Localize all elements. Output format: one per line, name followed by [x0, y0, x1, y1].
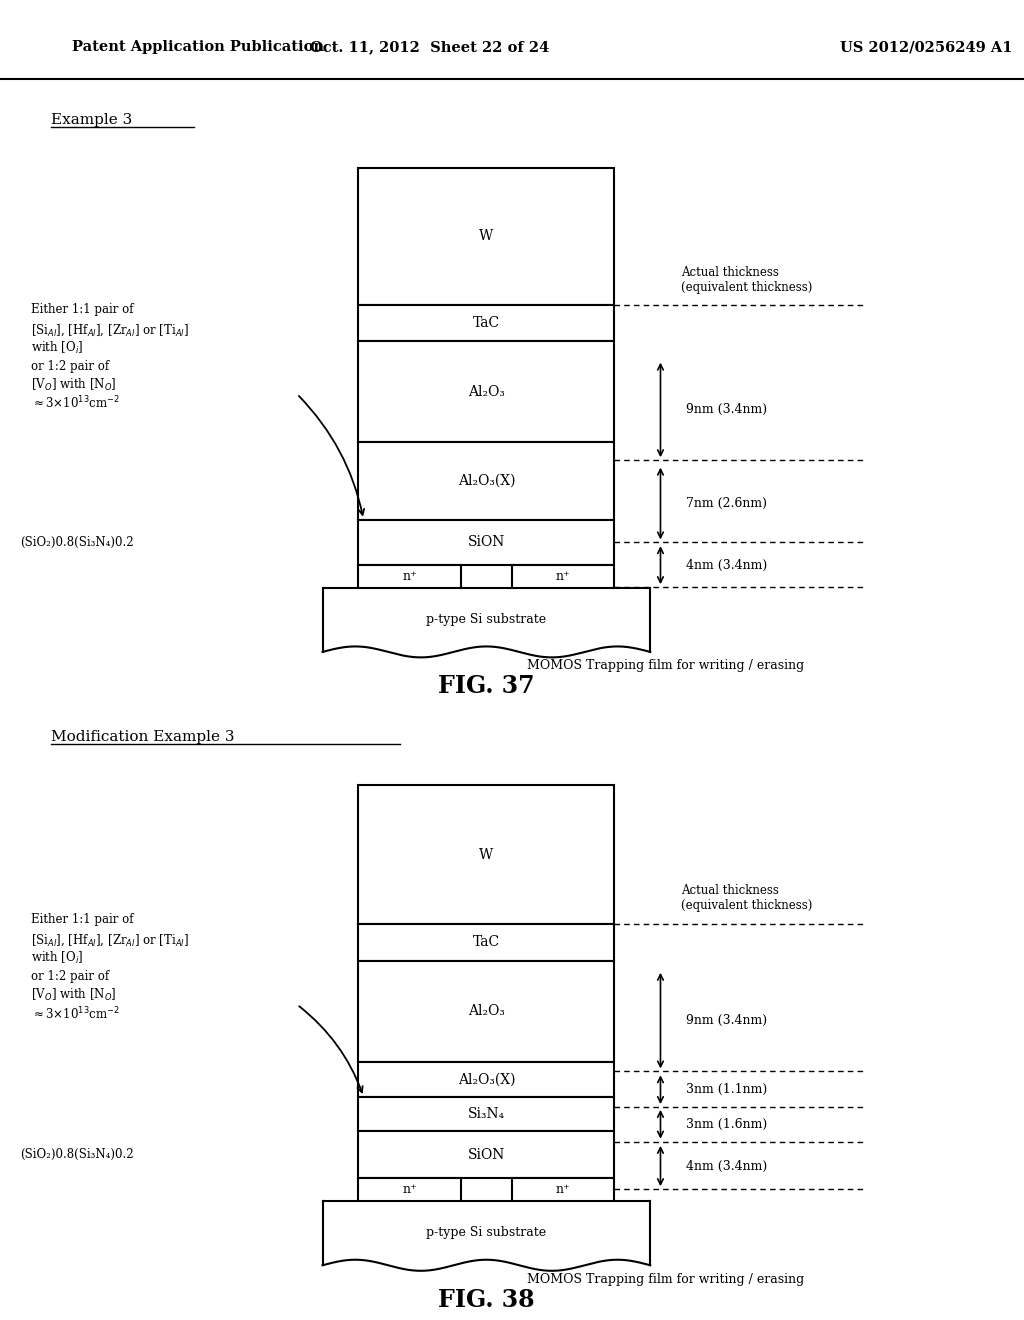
Text: [Si$_{Al}$], [Hf$_{Al}$], [Zr$_{Al}$] or [Ti$_{Al}$]: [Si$_{Al}$], [Hf$_{Al}$], [Zr$_{Al}$] or…: [31, 322, 188, 338]
Text: Either 1:1 pair of: Either 1:1 pair of: [31, 912, 133, 925]
Text: Al₂O₃(X): Al₂O₃(X): [458, 1073, 515, 1086]
Text: Example 3: Example 3: [51, 114, 132, 127]
Bar: [512, 1177, 614, 1201]
Text: 3nm (1.6nm): 3nm (1.6nm): [686, 1118, 767, 1131]
Text: $\approx$3$\times$10$^{13}$cm$^{-2}$: $\approx$3$\times$10$^{13}$cm$^{-2}$: [31, 395, 120, 412]
Text: with [O$_i$]: with [O$_i$]: [31, 341, 83, 356]
Text: Either 1:1 pair of: Either 1:1 pair of: [31, 304, 133, 315]
Text: TaC: TaC: [473, 317, 500, 330]
Text: (SiO₂)0.8(Si₃N₄)0.2: (SiO₂)0.8(Si₃N₄)0.2: [20, 536, 134, 549]
Text: FIG. 38: FIG. 38: [438, 1288, 535, 1312]
Text: Modification Example 3: Modification Example 3: [51, 730, 234, 743]
Text: SiON: SiON: [468, 536, 505, 549]
Text: FIG. 37: FIG. 37: [438, 675, 535, 698]
Text: Actual thickness
(equivalent thickness): Actual thickness (equivalent thickness): [681, 265, 812, 293]
Text: or 1:2 pair of: or 1:2 pair of: [31, 360, 109, 374]
Text: Al₂O₃(X): Al₂O₃(X): [458, 474, 515, 487]
Bar: [358, 961, 614, 1063]
Text: or 1:2 pair of: or 1:2 pair of: [31, 970, 109, 983]
Bar: [358, 1131, 614, 1177]
Text: $\approx$3$\times$10$^{13}$cm$^{-2}$: $\approx$3$\times$10$^{13}$cm$^{-2}$: [31, 1006, 120, 1022]
Text: n⁺: n⁺: [402, 570, 417, 583]
Bar: [358, 520, 614, 565]
Text: 4nm (3.4nm): 4nm (3.4nm): [686, 558, 767, 572]
Text: [Si$_{Al}$], [Hf$_{Al}$], [Zr$_{Al}$] or [Ti$_{Al}$]: [Si$_{Al}$], [Hf$_{Al}$], [Zr$_{Al}$] or…: [31, 932, 188, 948]
Text: Actual thickness
(equivalent thickness): Actual thickness (equivalent thickness): [681, 884, 812, 912]
Text: p-type Si substrate: p-type Si substrate: [426, 1226, 547, 1239]
Text: MOMOS Trapping film for writing / erasing: MOMOS Trapping film for writing / erasin…: [527, 1272, 804, 1286]
Text: n⁺: n⁺: [402, 1183, 417, 1196]
Text: Patent Application Publication: Patent Application Publication: [72, 40, 324, 54]
Bar: [358, 785, 614, 924]
Text: 3nm (1.1nm): 3nm (1.1nm): [686, 1084, 767, 1096]
Text: n⁺: n⁺: [556, 570, 570, 583]
Text: with [O$_i$]: with [O$_i$]: [31, 950, 83, 966]
Bar: [358, 1177, 461, 1201]
Text: [V$_O$] with [N$_O$]: [V$_O$] with [N$_O$]: [31, 987, 117, 1003]
Text: W: W: [479, 230, 494, 243]
Bar: [358, 565, 461, 587]
Bar: [358, 1063, 614, 1097]
Text: Oct. 11, 2012  Sheet 22 of 24: Oct. 11, 2012 Sheet 22 of 24: [310, 40, 550, 54]
Text: TaC: TaC: [473, 935, 500, 949]
Text: Si₃N₄: Si₃N₄: [468, 1107, 505, 1121]
Bar: [358, 168, 614, 305]
Text: [V$_O$] with [N$_O$]: [V$_O$] with [N$_O$]: [31, 376, 117, 393]
Text: MOMOS Trapping film for writing / erasing: MOMOS Trapping film for writing / erasin…: [527, 659, 804, 672]
Bar: [358, 1097, 614, 1131]
Bar: [358, 924, 614, 961]
Text: W: W: [479, 847, 494, 862]
Text: Al₂O₃: Al₂O₃: [468, 384, 505, 399]
Bar: [512, 565, 614, 587]
Text: 9nm (3.4nm): 9nm (3.4nm): [686, 404, 767, 416]
Bar: [358, 442, 614, 520]
Text: p-type Si substrate: p-type Si substrate: [426, 614, 547, 627]
Text: 7nm (2.6nm): 7nm (2.6nm): [686, 498, 767, 510]
Bar: [358, 305, 614, 342]
Text: SiON: SiON: [468, 1147, 505, 1162]
Bar: [358, 342, 614, 442]
Text: n⁺: n⁺: [556, 1183, 570, 1196]
Text: 9nm (3.4nm): 9nm (3.4nm): [686, 1014, 767, 1027]
Text: (SiO₂)0.8(Si₃N₄)0.2: (SiO₂)0.8(Si₃N₄)0.2: [20, 1148, 134, 1162]
Text: US 2012/0256249 A1: US 2012/0256249 A1: [840, 40, 1012, 54]
Text: Al₂O₃: Al₂O₃: [468, 1005, 505, 1019]
Text: 4nm (3.4nm): 4nm (3.4nm): [686, 1159, 767, 1172]
